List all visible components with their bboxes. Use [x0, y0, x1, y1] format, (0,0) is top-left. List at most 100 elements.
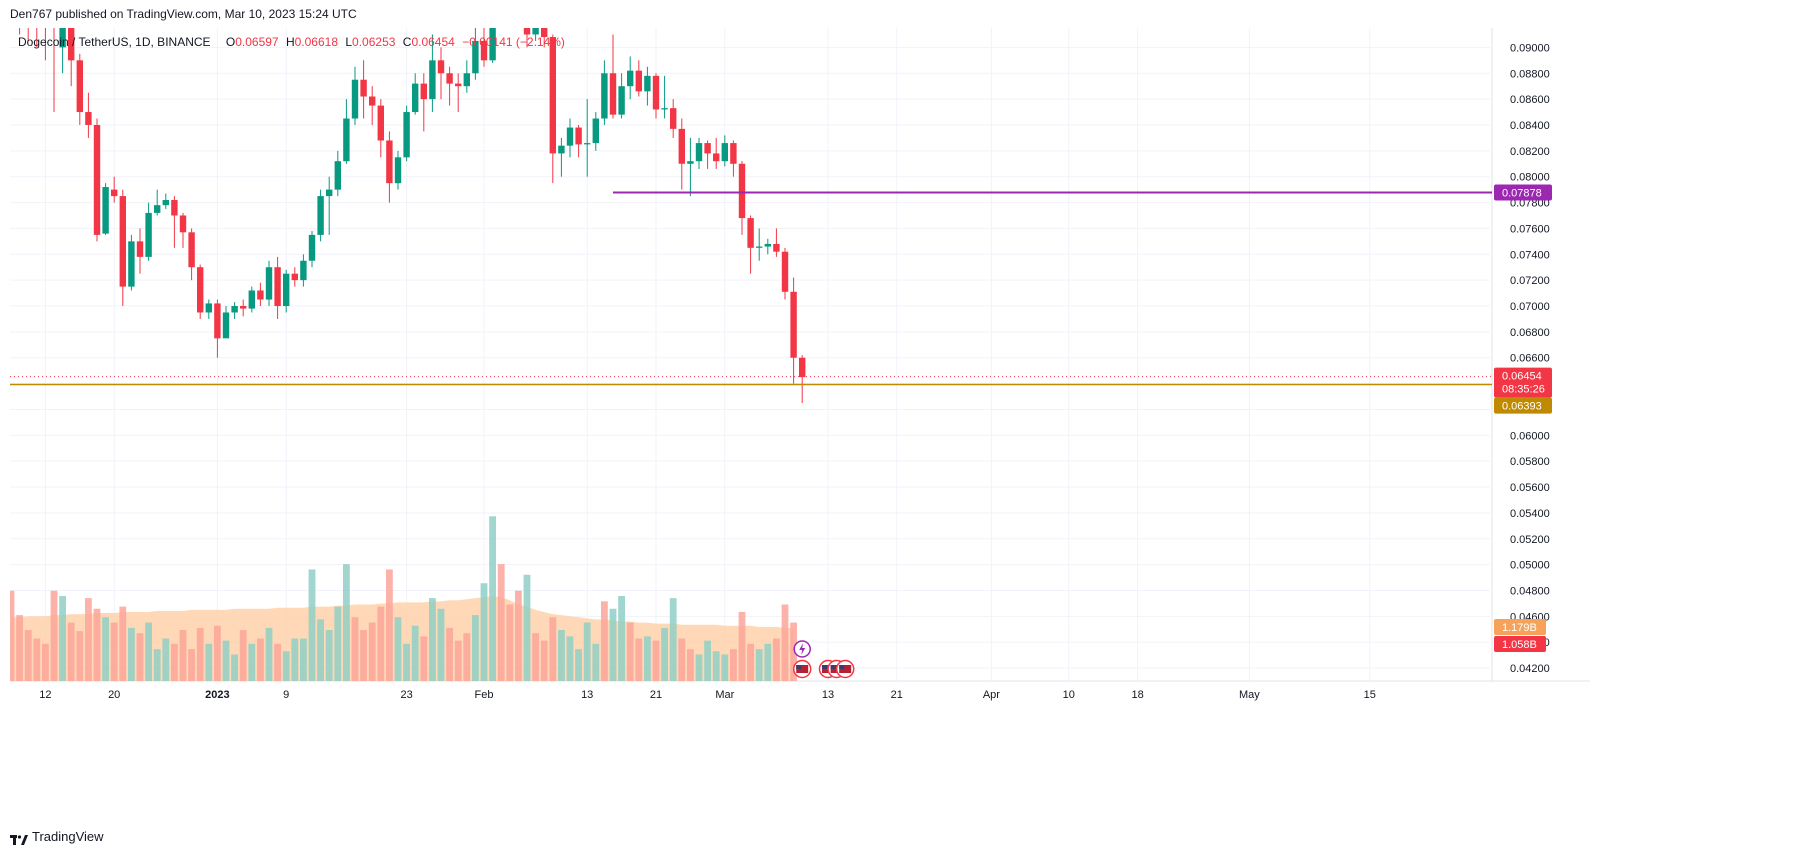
support-price-badge-text: 0.06393: [1502, 401, 1542, 413]
volume-bar: [687, 649, 694, 681]
volume-bar: [446, 627, 453, 681]
volume-bar: [609, 608, 617, 681]
candle-body: [799, 357, 806, 378]
volume-bar: [334, 606, 342, 681]
lightning-glyph-icon: [799, 643, 806, 655]
plot-layer: [10, 28, 806, 681]
candle-body: [154, 205, 161, 213]
volume-bar: [102, 617, 109, 681]
volume-bar: [10, 590, 15, 681]
volume-bar: [50, 590, 58, 681]
time-tick-label: 18: [1131, 689, 1143, 701]
candle-body: [670, 108, 677, 129]
candle-body: [704, 143, 711, 154]
time-tick-label: 15: [1364, 689, 1376, 701]
candle-body: [291, 273, 298, 281]
candle-body: [214, 303, 221, 339]
candle-body: [790, 291, 797, 358]
volume-bar: [291, 638, 299, 681]
volume-bar: [790, 622, 797, 681]
price-tick-label: 0.05600: [1510, 482, 1550, 494]
candle-body: [360, 79, 367, 97]
candle-body: [265, 267, 273, 300]
last-price-badge-text: 0.06454: [1502, 371, 1542, 383]
candle-body: [455, 83, 462, 87]
candle-body: [317, 196, 324, 235]
symbol-title: Dogecoin / TetherUS, 1D, BINANCE: [18, 35, 211, 49]
candle-body: [566, 127, 574, 146]
volume-bar: [781, 604, 789, 681]
volume-bar: [532, 633, 539, 681]
tradingview-logo-icon: [10, 831, 28, 845]
candle-body: [68, 28, 75, 61]
candle-body: [162, 199, 169, 206]
candle-body: [695, 143, 703, 162]
volume-bar: [110, 622, 118, 681]
volume-bar: [196, 627, 204, 681]
candle-body: [59, 28, 66, 48]
volume-bar: [540, 640, 548, 681]
volume-bar: [59, 596, 66, 681]
price-tick-label: 0.08400: [1510, 120, 1550, 132]
volume-bar: [583, 622, 591, 681]
volume-bar: [239, 630, 247, 681]
time-tick-label: 20: [108, 689, 120, 701]
volume-ma-badge-bg: [1494, 619, 1546, 635]
volume-bar: [67, 622, 75, 681]
time-tick-label: 13: [822, 689, 834, 701]
footer-brand[interactable]: TradingView: [10, 826, 104, 848]
volume-bar: [472, 615, 479, 681]
symbol-legend: Dogecoin / TetherUS, 1D, BINANCE O0.0659…: [18, 34, 565, 50]
candle-body: [412, 83, 419, 113]
candle-body: [326, 189, 333, 197]
candle-body: [730, 143, 737, 164]
candle-body: [713, 153, 720, 162]
volume-bar: [695, 654, 703, 681]
price-tick-label: 0.08600: [1510, 94, 1550, 106]
legend-high-key: H: [285, 35, 295, 49]
candle-body: [171, 199, 178, 216]
volume-bar: [489, 516, 496, 681]
volume-bar: [360, 630, 367, 681]
volume-bar: [755, 649, 763, 681]
us-flag-event-icon-canton: [830, 665, 836, 669]
legend-low-key: L: [345, 35, 353, 49]
candle-body: [76, 60, 83, 113]
time-tick-label: May: [1239, 689, 1260, 701]
candle-body: [145, 212, 152, 257]
price-tick-label: 0.08200: [1510, 146, 1550, 158]
volume-bar: [592, 643, 600, 681]
candle-body: [678, 128, 685, 164]
volume-bar: [497, 564, 505, 681]
volume-bar: [171, 643, 178, 681]
price-tick-label: 0.07200: [1510, 275, 1550, 287]
time-tick-label: 21: [891, 689, 903, 701]
price-chart[interactable]: 0.042000.044000.046000.048000.050000.052…: [0, 28, 1818, 823]
candle-body: [386, 140, 393, 184]
price-tick-label: 0.07600: [1510, 223, 1550, 235]
volume-bar: [188, 649, 195, 681]
volume-bar: [403, 643, 410, 681]
candle-body: [549, 37, 556, 154]
candle-body: [472, 40, 479, 74]
candle-body: [377, 105, 384, 141]
volume-bar: [42, 643, 49, 681]
candle-body: [369, 96, 376, 106]
candle-body: [644, 75, 651, 92]
volume-bar: [558, 630, 565, 681]
price-tick-label: 0.06600: [1510, 353, 1550, 365]
chart-area[interactable]: 0.042000.044000.046000.048000.050000.052…: [0, 28, 1818, 823]
candle-body: [781, 251, 789, 292]
volume-bar: [317, 619, 324, 681]
price-tick-label: 0.05800: [1510, 456, 1550, 468]
volume-bar: [145, 622, 152, 681]
resistance-price-badge-bg: [1494, 184, 1552, 201]
price-tick-label: 0.05200: [1510, 534, 1550, 546]
volume-bar: [308, 569, 316, 681]
price-tick-label: 0.06000: [1510, 430, 1550, 442]
volume-bar: [85, 598, 92, 681]
us-flag-event-icon-stripes: [839, 665, 852, 673]
legend-close-key: C: [402, 35, 412, 49]
volume-bar: [549, 617, 557, 681]
candle-body: [661, 108, 668, 110]
